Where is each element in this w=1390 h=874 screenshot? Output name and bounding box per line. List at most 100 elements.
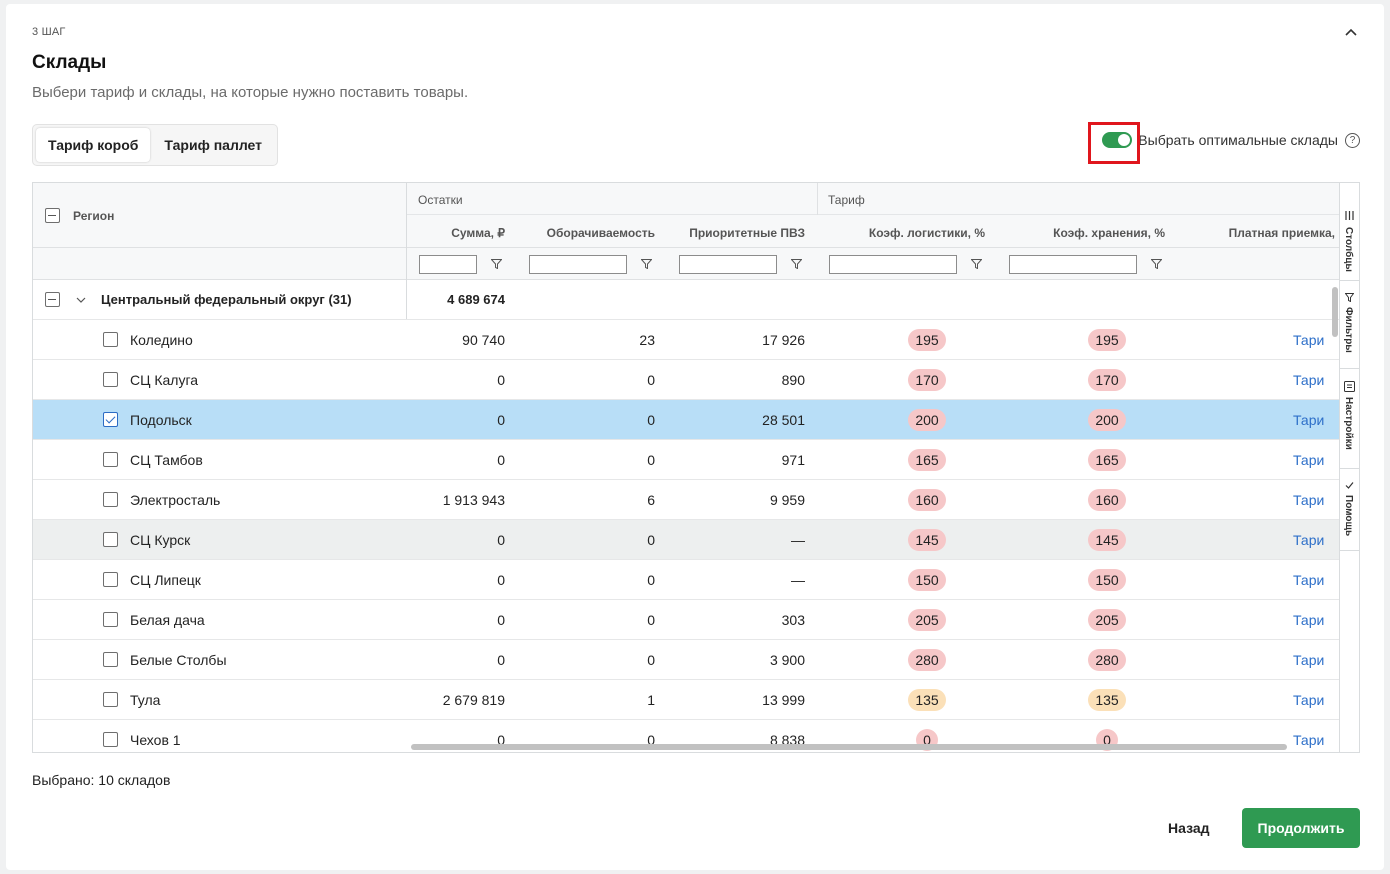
tab-tariff-box[interactable]: Тариф короб bbox=[36, 128, 151, 162]
group-checkbox[interactable] bbox=[45, 292, 60, 307]
cell-priority: 971 bbox=[781, 452, 805, 468]
cell-sum: 0 bbox=[497, 532, 505, 548]
cell-storage: 280 bbox=[1067, 649, 1147, 671]
table-row[interactable]: СЦ Калуга bbox=[33, 360, 407, 400]
tariff-link[interactable]: Тари bbox=[1293, 452, 1325, 468]
row-checkbox[interactable] bbox=[103, 692, 118, 707]
row-checkbox[interactable] bbox=[103, 372, 118, 387]
cell-storage: 160 bbox=[1067, 489, 1147, 511]
table-row[interactable]: Белые Столбы bbox=[33, 640, 407, 680]
warehouse-name: Белые Столбы bbox=[130, 652, 227, 668]
row-checkbox[interactable] bbox=[103, 532, 118, 547]
header-storage[interactable]: Коэф. хранения, % bbox=[1053, 226, 1165, 240]
filter-icon[interactable] bbox=[641, 259, 652, 269]
filter-storage-input[interactable] bbox=[1009, 255, 1137, 274]
header-priority[interactable]: Приоритетные ПВЗ bbox=[689, 226, 805, 240]
tariff-link[interactable]: Тари bbox=[1293, 532, 1325, 548]
help-icon[interactable]: ? bbox=[1345, 132, 1360, 148]
row-checkbox[interactable] bbox=[103, 492, 118, 507]
table-row[interactable]: СЦ Липецк bbox=[33, 560, 407, 600]
group-divider bbox=[817, 183, 818, 215]
logistics-badge: 165 bbox=[908, 449, 946, 471]
warehouse-name: СЦ Калуга bbox=[130, 372, 199, 388]
table-row[interactable]: Чехов 1 bbox=[33, 720, 407, 752]
logistics-badge: 145 bbox=[908, 529, 946, 551]
tariff-link[interactable]: Тари bbox=[1293, 732, 1325, 748]
tariff-link[interactable]: Тари bbox=[1293, 572, 1325, 588]
group-row[interactable]: Центральный федеральный округ (31) bbox=[33, 280, 407, 320]
chevron-up-icon[interactable] bbox=[1342, 24, 1360, 42]
columns-icon bbox=[1345, 211, 1354, 220]
row-checkbox[interactable] bbox=[103, 412, 118, 427]
table-row[interactable]: Подольск bbox=[33, 400, 407, 440]
tariff-link[interactable]: Тари bbox=[1293, 492, 1325, 508]
tariff-link[interactable]: Тари bbox=[1293, 372, 1325, 388]
row-checkbox[interactable] bbox=[103, 572, 118, 587]
cell-turnover: 0 bbox=[647, 652, 655, 668]
table-row[interactable]: СЦ Курск bbox=[33, 520, 407, 560]
table-row[interactable]: Тула bbox=[33, 680, 407, 720]
logistics-badge: 200 bbox=[908, 409, 946, 431]
optimal-warehouses-toggle[interactable] bbox=[1102, 132, 1133, 148]
tariff-link[interactable]: Тари bbox=[1293, 332, 1325, 348]
tariff-tabs: Тариф короб Тариф паллет bbox=[32, 124, 279, 166]
table-row[interactable]: Электросталь bbox=[33, 480, 407, 520]
side-tab-columns[interactable]: Столбцы bbox=[1340, 197, 1359, 281]
tab-tariff-pallet[interactable]: Тариф паллет bbox=[164, 137, 263, 153]
cell-sum: 0 bbox=[497, 652, 505, 668]
cell-logistics: 145 bbox=[887, 529, 967, 551]
group-header-row: Остатки Тариф bbox=[407, 183, 1339, 215]
row-checkbox[interactable] bbox=[103, 652, 118, 667]
check-icon bbox=[1345, 482, 1354, 489]
filter-icon[interactable] bbox=[971, 259, 982, 269]
side-tab-help[interactable]: Помощь bbox=[1340, 469, 1359, 551]
data-columns: Остатки Тариф Сумма, ₽ Оборачиваемость П… bbox=[407, 183, 1339, 752]
tariff-link[interactable]: Тари bbox=[1293, 692, 1325, 708]
region-column: Регион Центральный федеральный округ (31… bbox=[33, 183, 407, 752]
header-logistics[interactable]: Коэф. логистики, % bbox=[868, 226, 985, 240]
filter-icon bbox=[1345, 293, 1354, 302]
cell-sum: 0 bbox=[497, 372, 505, 388]
data-header: Остатки Тариф Сумма, ₽ Оборачиваемость П… bbox=[407, 183, 1339, 248]
cell-priority: — bbox=[791, 532, 805, 548]
side-tab-settings[interactable]: Настройки bbox=[1340, 369, 1359, 469]
filter-turnover-input[interactable] bbox=[529, 255, 627, 274]
horizontal-scrollbar[interactable] bbox=[411, 744, 1287, 750]
side-tab-filters[interactable]: Фильтры bbox=[1340, 281, 1359, 369]
tariff-link[interactable]: Тари bbox=[1293, 412, 1325, 428]
warehouse-name: СЦ Липецк bbox=[130, 572, 201, 588]
tariff-link[interactable]: Тари bbox=[1293, 612, 1325, 628]
header-paid[interactable]: Платная приемка, bbox=[1228, 226, 1335, 240]
continue-button[interactable]: Продолжить bbox=[1242, 808, 1360, 848]
row-checkbox[interactable] bbox=[103, 612, 118, 627]
storage-badge: 145 bbox=[1088, 529, 1126, 551]
row-checkbox[interactable] bbox=[103, 332, 118, 347]
table-row[interactable]: Коледино bbox=[33, 320, 407, 360]
header-sum[interactable]: Сумма, ₽ bbox=[451, 226, 505, 240]
header-turnover[interactable]: Оборачиваемость bbox=[546, 226, 655, 240]
table-row[interactable]: СЦ Тамбов bbox=[33, 440, 407, 480]
filter-logistics-input[interactable] bbox=[829, 255, 957, 274]
table-row[interactable]: Белая дача bbox=[33, 600, 407, 640]
cell-storage: 165 bbox=[1067, 449, 1147, 471]
row-checkbox[interactable] bbox=[103, 732, 118, 747]
storage-badge: 150 bbox=[1088, 569, 1126, 591]
logistics-badge: 280 bbox=[908, 649, 946, 671]
cell-storage: 135 bbox=[1067, 689, 1147, 711]
back-button[interactable]: Назад bbox=[1168, 820, 1210, 836]
filter-sum-input[interactable] bbox=[419, 255, 477, 274]
cell-sum: 0 bbox=[497, 452, 505, 468]
tariff-link[interactable]: Тари bbox=[1293, 652, 1325, 668]
vertical-scrollbar[interactable] bbox=[1332, 287, 1338, 337]
filter-icon[interactable] bbox=[1151, 259, 1162, 269]
row-checkbox[interactable] bbox=[103, 452, 118, 467]
filter-icon[interactable] bbox=[791, 259, 802, 269]
cell-logistics: 135 bbox=[887, 689, 967, 711]
chevron-down-icon[interactable] bbox=[76, 296, 86, 304]
select-all-checkbox[interactable] bbox=[45, 208, 60, 223]
filter-icon[interactable] bbox=[491, 259, 502, 269]
filter-priority-input[interactable] bbox=[679, 255, 777, 274]
table-row-data: 0 0 890 170 170 Тари bbox=[407, 360, 1339, 400]
cell-priority: 303 bbox=[781, 612, 805, 628]
side-tab-settings-label: Настройки bbox=[1343, 397, 1354, 450]
